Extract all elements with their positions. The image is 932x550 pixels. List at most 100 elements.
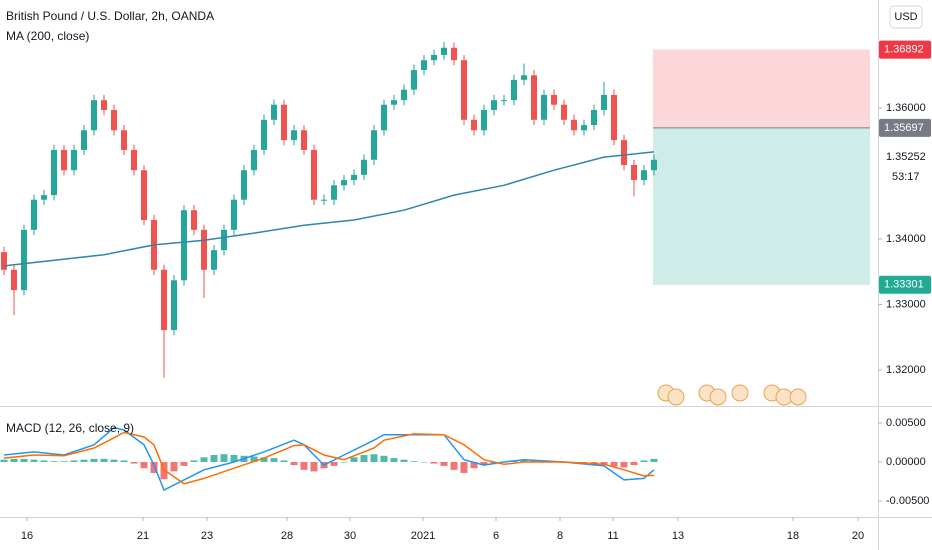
- candle-body: [441, 47, 447, 55]
- macd-histogram-bar: [390, 458, 398, 462]
- candle-body: [371, 130, 377, 160]
- macd-histogram-bar: [140, 462, 148, 469]
- macd-histogram-bar: [200, 457, 208, 462]
- candle-body: [31, 199, 37, 230]
- macd-histogram-bar: [70, 460, 78, 462]
- candle-body: [531, 75, 537, 120]
- macd-histogram-bar: [530, 460, 538, 462]
- candle-body: [311, 149, 317, 200]
- event-icon: [731, 384, 749, 402]
- macd-histogram-bar: [280, 460, 288, 462]
- macd-line: [3, 431, 655, 485]
- candle-body: [351, 174, 357, 181]
- candle-body: [61, 149, 67, 171]
- candle-body: [431, 54, 437, 61]
- macd-histogram-bar: [440, 462, 448, 466]
- macd-histogram-bar: [180, 462, 188, 466]
- candle-body: [461, 60, 467, 120]
- macd-histogram-bar: [380, 455, 388, 462]
- macd-histogram-bar: [300, 462, 308, 470]
- x-tick-label: 18: [787, 530, 799, 542]
- macd-histogram-bar: [30, 459, 38, 462]
- candle-body: [501, 100, 507, 102]
- event-icons: [657, 384, 807, 406]
- macd-histogram-bar: [460, 462, 468, 473]
- candle-body: [511, 79, 517, 101]
- candle-body: [411, 70, 417, 90]
- macd-histogram-bar: [480, 462, 488, 466]
- macd-histogram-bar: [450, 462, 458, 470]
- candle-body: [271, 104, 277, 120]
- candle-body: [21, 229, 27, 291]
- macd-histogram-bar: [260, 457, 268, 462]
- macd-histogram-bar: [210, 454, 218, 462]
- y-tick-label: 1.36000: [886, 102, 926, 114]
- macd-label: MACD (12, 26, close, 9): [6, 421, 134, 435]
- countdown-label: 53:17: [892, 171, 920, 183]
- currency-label[interactable]: USD: [894, 11, 917, 23]
- candle-body: [291, 130, 297, 141]
- overlay: British Pound / U.S. Dollar, 2h, OANDA M…: [6, 5, 923, 435]
- moving-average: [3, 151, 655, 267]
- candle-body: [341, 180, 347, 186]
- y-tick-label: 1.32000: [886, 364, 926, 376]
- candle-body: [421, 60, 427, 71]
- candle-body: [611, 94, 617, 141]
- y-tick-label: 1.34000: [886, 233, 926, 245]
- candle-body: [651, 159, 657, 171]
- macd-histogram-bar: [50, 461, 58, 462]
- candle-body: [1, 252, 7, 270]
- macd-histogram-bar: [330, 462, 338, 466]
- macd-histogram-bar: [420, 462, 428, 463]
- x-tick-label: 30: [344, 530, 356, 542]
- candle-body: [301, 130, 307, 150]
- candle-body: [401, 89, 407, 101]
- macd-histogram-bar: [80, 459, 88, 462]
- macd-line: [3, 426, 655, 492]
- macd-histogram-bar: [360, 454, 368, 462]
- y-tick-label: 1.33000: [886, 298, 926, 310]
- candle-body: [51, 149, 57, 196]
- macd-y-tick-label: 0.00500: [886, 417, 926, 429]
- candle-body: [281, 104, 287, 141]
- candle-body: [11, 269, 17, 291]
- macd-histogram-bar: [230, 454, 238, 462]
- macd-histogram-bar: [110, 459, 118, 462]
- currency-button[interactable]: [889, 5, 923, 29]
- candle-body: [211, 250, 217, 270]
- candle-body: [561, 104, 567, 120]
- macd-histogram-bar: [620, 462, 628, 468]
- candle-body: [321, 199, 327, 201]
- candle-body: [221, 229, 227, 251]
- macd-histogram-bar: [610, 462, 618, 467]
- candle-body: [361, 159, 367, 175]
- event-icon: [667, 388, 685, 406]
- candle-body: [331, 185, 337, 200]
- macd-histogram-bar: [520, 459, 528, 462]
- candle-body: [631, 165, 637, 181]
- macd-histogram-bar: [220, 454, 228, 462]
- macd-histogram-bar: [190, 460, 198, 462]
- candle-body: [391, 100, 397, 105]
- macd-histogram-bar: [640, 460, 648, 462]
- macd-histogram-bar: [150, 462, 158, 473]
- macd-histogram-bar: [630, 462, 638, 466]
- candle-body: [541, 94, 547, 120]
- candle-body: [171, 280, 177, 331]
- candle-body: [241, 170, 247, 200]
- indicator-label: MA (200, close): [6, 29, 89, 43]
- macd-histogram-bar: [410, 461, 418, 462]
- marks: 1.36000 1.34000 1.33000 1.32000 1.36892 1.356…: [0, 40, 931, 542]
- candle-body: [641, 170, 647, 181]
- macd-histogram-bar: [0, 459, 8, 462]
- candle-body: [601, 94, 607, 110]
- candle-body: [101, 100, 107, 110]
- macd-histogram-bar: [310, 462, 318, 472]
- candle-body: [131, 149, 137, 171]
- candle-body: [451, 47, 457, 61]
- candle-body: [581, 125, 587, 131]
- macd-histogram-bar: [120, 460, 128, 462]
- macd-histogram-bar: [490, 462, 498, 464]
- candle-body: [111, 109, 117, 131]
